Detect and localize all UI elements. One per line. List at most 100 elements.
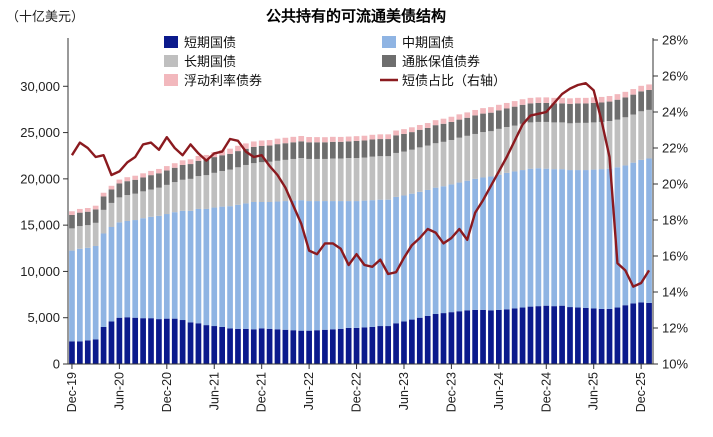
bar-segment-series-4: [148, 170, 154, 176]
bar-segment-series-3: [203, 159, 210, 176]
right-axis-tick-label: 22%: [662, 141, 688, 156]
bar-segment-series-3: [385, 139, 392, 157]
bar-segment-series-2: [480, 132, 486, 178]
bar-segment-series-1: [298, 200, 305, 331]
bar-segment-series-4: [606, 96, 613, 102]
bar-segment-series-2: [551, 122, 558, 170]
bar-segment-series-0: [393, 323, 399, 364]
x-axis-tick-label: Dec-19: [65, 372, 79, 412]
left-axis-tick-label: 25,000: [20, 125, 60, 140]
bar-segment-series-4: [132, 175, 139, 180]
bar-segment-series-1: [116, 222, 123, 318]
bar-segment-series-3: [401, 133, 407, 152]
bar-segment-series-2: [195, 176, 202, 209]
bar-segment-series-2: [227, 169, 233, 207]
bar-segment-series-1: [84, 247, 91, 341]
bar-segment-series-0: [511, 308, 518, 364]
x-axis-tick-label: Dec-23: [444, 372, 458, 412]
left-axis-tick-label: 10,000: [20, 264, 60, 279]
bar-segment-series-3: [622, 97, 629, 118]
bar-segment-series-2: [646, 109, 652, 159]
bar-segment-series-0: [345, 327, 352, 364]
bar-segment-series-1: [535, 168, 542, 307]
bar-segment-series-4: [116, 179, 123, 184]
bar-segment-series-0: [622, 305, 629, 364]
bar-segment-series-2: [298, 158, 305, 201]
bar-segment-series-2: [503, 127, 510, 173]
bar-segment-series-4: [274, 138, 281, 145]
bar-segment-series-0: [590, 308, 597, 364]
bar-segment-series-3: [108, 189, 115, 203]
bar-segment-series-2: [630, 114, 637, 163]
bar-segment-series-0: [480, 309, 486, 364]
bar-segment-series-0: [322, 329, 328, 364]
bar-segment-series-3: [77, 212, 83, 227]
bar-segment-series-2: [464, 135, 471, 181]
bar-segment-series-4: [322, 137, 328, 143]
bar-segment-series-3: [140, 177, 146, 192]
bar-segment-series-3: [432, 125, 439, 144]
bar-segment-series-2: [511, 125, 518, 172]
bar-segment-series-0: [646, 302, 652, 364]
bar-segment-series-4: [156, 168, 162, 174]
bar-segment-series-3: [559, 103, 565, 123]
bar-segment-series-0: [472, 309, 478, 364]
bar-segment-series-0: [203, 325, 210, 364]
right-axis-tick-label: 28%: [662, 33, 688, 48]
bar-segment-series-1: [519, 170, 526, 308]
bar-segment-series-1: [503, 172, 510, 310]
bar-segment-series-3: [369, 139, 376, 157]
bar-segment-series-2: [171, 182, 178, 213]
bar-segment-series-3: [503, 108, 510, 128]
bar-segment-series-2: [409, 149, 415, 194]
bar-segment-series-2: [92, 222, 99, 246]
bar-segment-series-3: [322, 142, 328, 159]
bar-segment-series-1: [575, 170, 581, 308]
bar-segment-series-2: [211, 172, 218, 208]
bar-segment-series-0: [464, 310, 471, 364]
bar-segment-series-0: [329, 329, 336, 364]
bar-segment-series-4: [432, 120, 439, 126]
bar-segment-series-1: [250, 202, 257, 330]
bar-segment-series-3: [424, 127, 431, 146]
bar-segment-series-3: [163, 170, 170, 185]
right-axis-tick-label: 20%: [662, 177, 688, 192]
bar-segment-series-3: [575, 103, 581, 123]
bar-segment-series-0: [582, 307, 589, 364]
bar-segment-series-0: [598, 308, 605, 364]
bar-segment-series-4: [298, 136, 305, 142]
bar-segment-series-0: [416, 317, 423, 364]
bar-segment-series-4: [235, 145, 241, 152]
bar-segment-series-2: [108, 202, 115, 227]
bar-segment-series-4: [630, 89, 637, 95]
bar-segment-series-2: [401, 151, 407, 196]
bar-segment-series-0: [440, 313, 447, 364]
bar-segment-series-2: [337, 158, 344, 202]
bar-segment-series-3: [488, 112, 494, 132]
bar-segment-series-2: [575, 122, 581, 171]
bar-segment-series-0: [211, 326, 218, 364]
bar-segment-series-3: [148, 175, 154, 190]
bar-segment-series-1: [385, 199, 392, 327]
bar-segment-series-2: [163, 184, 170, 215]
bar-segment-series-1: [551, 169, 558, 307]
bar-segment-series-3: [219, 155, 225, 171]
bar-segment-series-4: [590, 97, 597, 103]
right-axis-tick-label: 26%: [662, 69, 688, 84]
bar-segment-series-0: [496, 309, 502, 364]
chart-title: 公共持有的可流通美债结构: [266, 7, 446, 25]
x-axis-tick-label: Dec-21: [255, 372, 269, 412]
bar-segment-series-3: [116, 183, 123, 198]
bar-segment-series-1: [527, 168, 534, 307]
bar-segment-series-0: [77, 341, 83, 364]
bar-segment-series-1: [432, 187, 439, 315]
bar-segment-series-3: [132, 179, 139, 194]
bar-segment-series-3: [377, 139, 384, 157]
bar-segment-series-1: [235, 204, 241, 329]
x-axis-tick-label: Dec-20: [160, 372, 174, 412]
bar-segment-series-2: [124, 195, 131, 221]
bar-segment-series-2: [322, 158, 328, 202]
bar-segment-series-3: [393, 135, 399, 153]
bar-segment-series-3: [638, 91, 644, 112]
bar-segment-series-1: [630, 162, 637, 304]
